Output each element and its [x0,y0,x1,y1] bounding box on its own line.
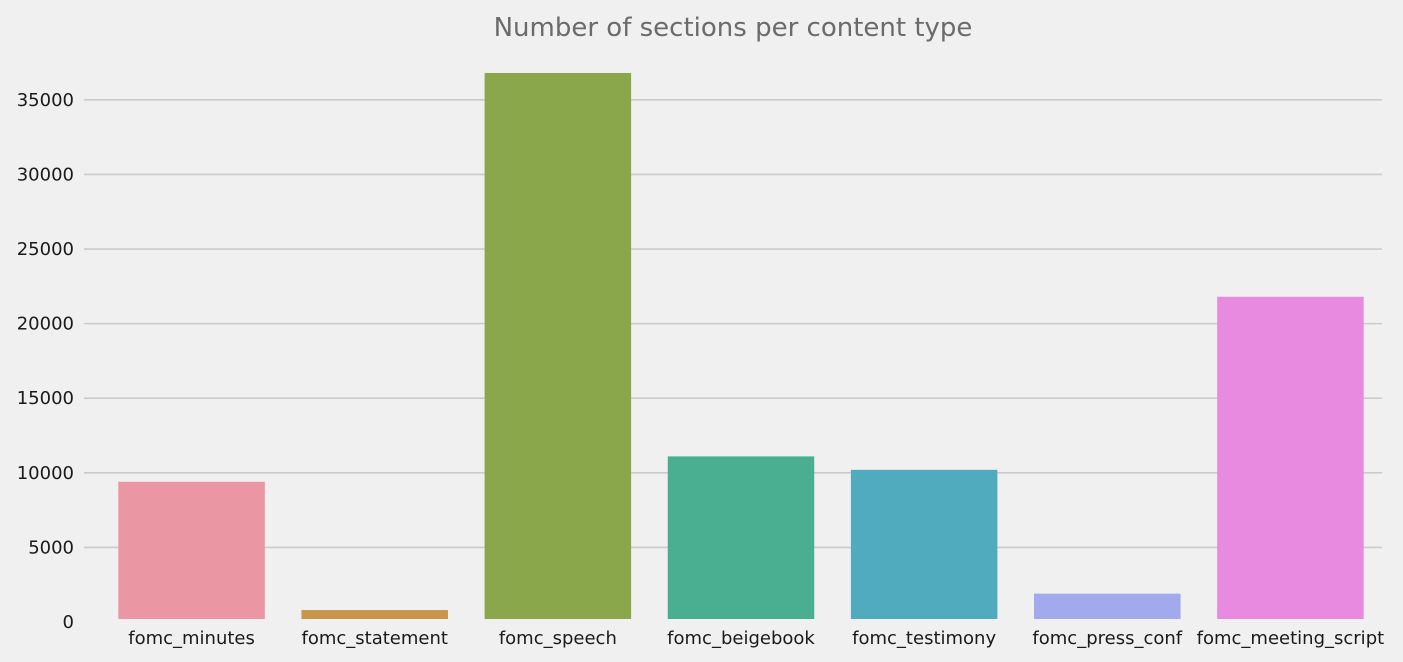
grid-lines [84,99,1382,549]
bar-fomc-speech [484,72,632,620]
bar-fomc-testimony [850,469,998,619]
x-tick-label: fomc_beigebook [667,628,815,649]
bar-fomc-beigebook [667,456,815,619]
y-tick-label: 0 [63,612,74,633]
bar-fomc-minutes [118,481,265,619]
x-tick-label: fomc_meeting_script [1197,628,1385,649]
y-tick-label: 15000 [17,388,74,409]
x-tick-label: fomc_press_conf [1032,628,1182,649]
x-tick-label: fomc_minutes [128,628,255,649]
x-tick-label: fomc_testimony [852,628,996,649]
bar-fomc-meeting-script [1217,296,1364,619]
chart-title: Number of sections per content type [494,13,973,43]
y-tick-label: 30000 [17,164,74,185]
x-axis-ticks: fomc_minutes fomc_statement fomc_speech fom… [128,628,1384,649]
bars [118,72,1364,620]
x-tick-label: fomc_statement [301,628,447,649]
y-tick-label: 10000 [17,463,74,484]
bar-fomc-press-conf [1034,593,1181,619]
y-axis-ticks: 0 5000 10000 15000 20000 25000 30000 35000 [17,90,74,633]
x-tick-label: fomc_speech [499,628,617,649]
bar-fomc-statement [301,610,448,619]
y-tick-label: 25000 [17,239,74,260]
y-tick-label: 5000 [28,537,74,558]
y-tick-label: 20000 [17,314,74,335]
y-tick-label: 35000 [17,90,74,111]
